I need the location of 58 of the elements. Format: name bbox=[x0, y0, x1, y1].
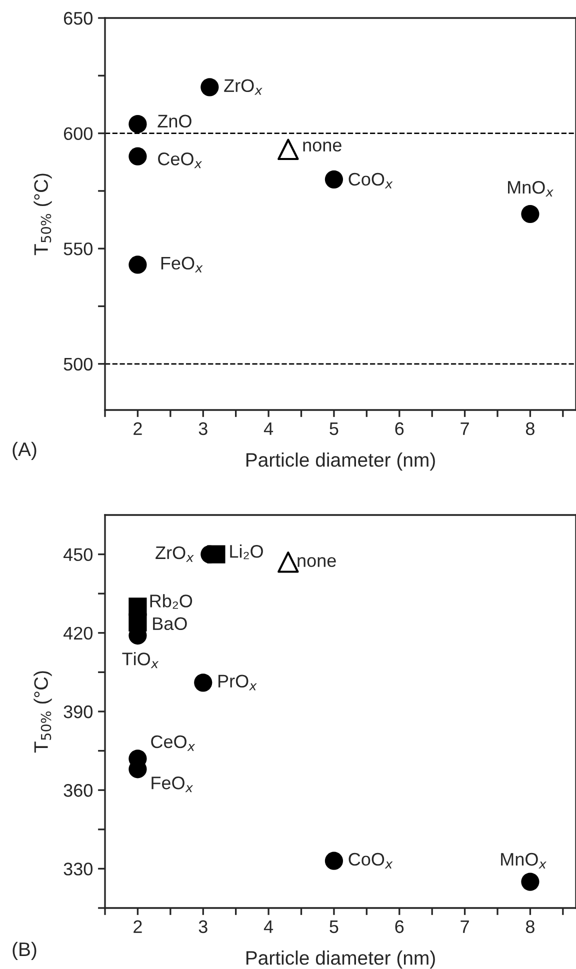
y-tick-label: 600 bbox=[64, 127, 92, 140]
x-tick-label: 4 bbox=[264, 422, 274, 435]
x-tick-label: 7 bbox=[460, 422, 469, 435]
point bbox=[194, 674, 212, 692]
annotation: TiO$_{x}$ bbox=[122, 652, 159, 668]
annotation: ZrO$_{x}$ bbox=[156, 546, 194, 562]
point bbox=[324, 852, 344, 870]
x-tick-label: 5 bbox=[330, 422, 338, 436]
annotation: Rb₂O bbox=[150, 594, 192, 609]
annotation: MnO$_{x}$ bbox=[501, 852, 546, 868]
annotation: MnO$_{x}$ bbox=[508, 180, 554, 197]
annotation: BaO bbox=[153, 617, 187, 630]
text: (A) bbox=[12, 442, 36, 460]
annotation: PrO$_{x}$ bbox=[218, 674, 257, 690]
text: (B) bbox=[12, 942, 36, 960]
annotation: CeO$_{x}$ bbox=[158, 152, 202, 168]
x-tick-label: 3 bbox=[198, 422, 208, 436]
x-tick-label: 6 bbox=[395, 422, 404, 436]
x-tick-label: 4 bbox=[264, 920, 274, 933]
y-axis-title: T$_{50%}$ (°C) bbox=[34, 174, 52, 256]
y-tick-label: 450 bbox=[63, 548, 92, 562]
annotation: Li₂O bbox=[230, 544, 263, 560]
y-axis-title: T$_{50%}$ (°C) bbox=[34, 671, 52, 753]
annotation: none bbox=[298, 557, 336, 568]
y-tick-label: 550 bbox=[64, 242, 92, 256]
annotation: CeO$_{x}$ bbox=[151, 735, 196, 751]
y-tick-label: 420 bbox=[63, 626, 92, 640]
annotation: CoO$_{x}$ bbox=[348, 172, 393, 188]
y-tick-label: 390 bbox=[64, 705, 92, 718]
annotation: CoO$_{x}$ bbox=[348, 852, 393, 868]
x-tick-label: 8 bbox=[526, 920, 534, 934]
x-tick-label: 6 bbox=[395, 920, 404, 934]
x-tick-label: 8 bbox=[526, 422, 534, 436]
point bbox=[278, 138, 299, 160]
y-tick-label: 500 bbox=[64, 358, 92, 371]
point bbox=[521, 204, 540, 224]
annotation: FeO$_{x}$ bbox=[161, 256, 203, 272]
point bbox=[521, 872, 540, 891]
annotation: ZrO$_{x}$ bbox=[224, 79, 262, 95]
x-tick-label: 3 bbox=[198, 920, 208, 934]
annotation: ZnO bbox=[158, 114, 192, 128]
x-tick-label: 2 bbox=[134, 422, 142, 435]
point bbox=[128, 115, 147, 134]
x-tick-label: 2 bbox=[134, 920, 142, 933]
point bbox=[278, 552, 299, 573]
annotation: FeO$_{x}$ bbox=[152, 776, 194, 792]
y-tick-label: 330 bbox=[64, 862, 92, 876]
point bbox=[200, 78, 219, 96]
y-tick-label: 650 bbox=[64, 12, 92, 25]
x-axis-title: Particle diameter (nm) bbox=[246, 452, 435, 471]
x-tick-label: 7 bbox=[460, 920, 469, 933]
x-tick-label: 5 bbox=[330, 920, 338, 934]
point bbox=[128, 147, 147, 166]
point bbox=[324, 170, 344, 188]
x-axis-title: Particle diameter (nm) bbox=[246, 950, 435, 969]
y-tick-label: 360 bbox=[64, 784, 92, 797]
annotation: none bbox=[303, 142, 342, 152]
point bbox=[128, 256, 147, 274]
